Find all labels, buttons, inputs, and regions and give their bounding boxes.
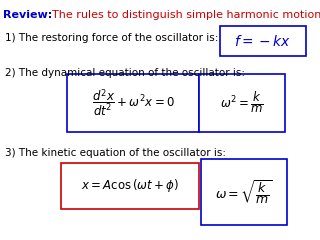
Text: 3) The kinetic equation of the oscillator is:: 3) The kinetic equation of the oscillato… bbox=[5, 148, 226, 158]
Text: The rules to distinguish simple harmonic motion: The rules to distinguish simple harmonic… bbox=[52, 10, 320, 20]
Text: $\omega = \sqrt{\dfrac{k}{m}}$: $\omega = \sqrt{\dfrac{k}{m}}$ bbox=[215, 178, 273, 206]
Text: $\omega^2 = \dfrac{k}{m}$: $\omega^2 = \dfrac{k}{m}$ bbox=[220, 91, 264, 115]
FancyBboxPatch shape bbox=[61, 163, 199, 209]
Text: 1) The restoring force of the oscillator is:: 1) The restoring force of the oscillator… bbox=[5, 33, 218, 43]
Text: Review:: Review: bbox=[3, 10, 52, 20]
Text: $f = -kx$: $f = -kx$ bbox=[234, 34, 292, 48]
FancyBboxPatch shape bbox=[199, 74, 285, 132]
FancyBboxPatch shape bbox=[220, 26, 306, 56]
Text: $x = A\cos\left(\omega t + \phi\right)$: $x = A\cos\left(\omega t + \phi\right)$ bbox=[81, 178, 179, 194]
FancyBboxPatch shape bbox=[67, 74, 199, 132]
FancyBboxPatch shape bbox=[201, 159, 287, 225]
Text: $\dfrac{d^2x}{dt^2} + \omega^2 x = 0$: $\dfrac{d^2x}{dt^2} + \omega^2 x = 0$ bbox=[92, 87, 174, 119]
Text: 2) The dynamical equation of the oscillator is:: 2) The dynamical equation of the oscilla… bbox=[5, 68, 245, 78]
